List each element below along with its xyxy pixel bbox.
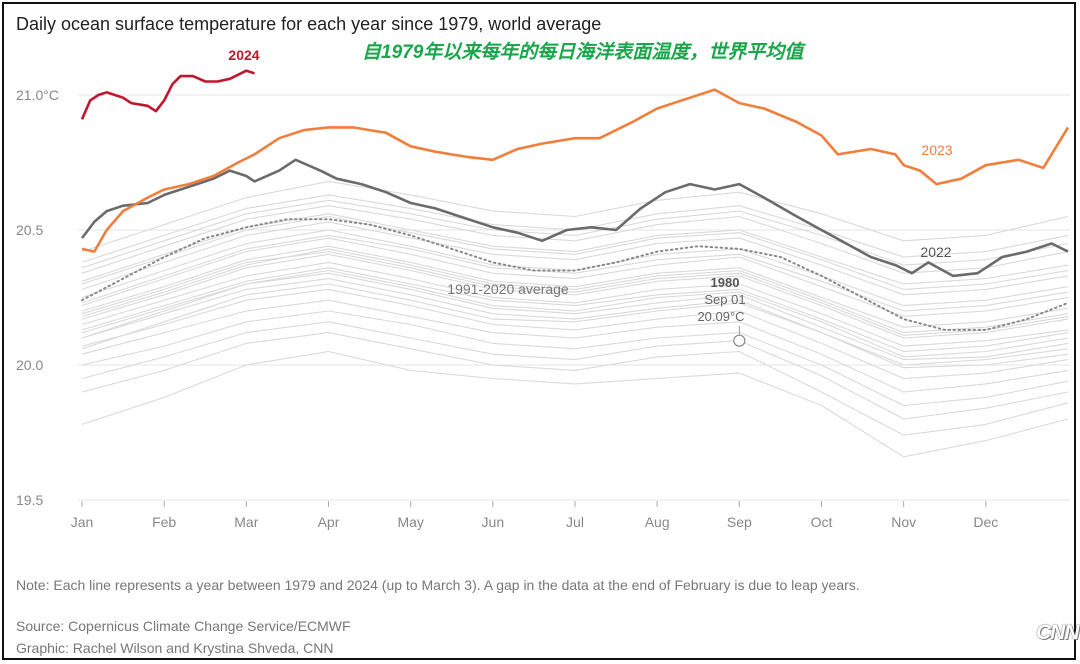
year-line-8 [81, 261, 1069, 347]
series-label-average: 1991-2020 average [447, 281, 569, 297]
year-line-6 [81, 278, 1069, 366]
series-label-2023: 2023 [921, 142, 952, 158]
x-tick-label: Nov [891, 514, 916, 530]
y-tick-label: 20.0 [16, 357, 43, 373]
series-line-2024 [80, 69, 255, 120]
x-tick-label: Mar [234, 514, 258, 530]
chinese-subtitle: 自1979年以来每年的每日海洋表面温度，世界平均值 [362, 42, 804, 63]
year-line-13 [81, 221, 1069, 296]
chart-source: Source: Copernicus Climate Change Servic… [16, 618, 351, 634]
series-label-2022: 2022 [920, 244, 951, 260]
year-line-1 [81, 332, 1069, 436]
y-tick-label: 21.0°C [16, 87, 59, 103]
series-line-2023 [81, 88, 1070, 253]
year-line-25 [81, 251, 1069, 336]
year-line-11 [81, 237, 1069, 317]
year-line-20 [81, 248, 1069, 334]
x-tick-label: Aug [645, 514, 670, 530]
year-line-2 [81, 321, 1069, 420]
x-tick-label: Oct [811, 514, 833, 530]
y-tick-label: 20.5 [16, 222, 43, 238]
year-line-9 [81, 253, 1069, 339]
year-line-0 [81, 350, 1069, 458]
year-line-5 [81, 288, 1069, 380]
callout-value: 20.09°C [697, 309, 744, 324]
year-line-19 [81, 267, 1069, 353]
x-tick-label: Apr [318, 514, 340, 530]
x-tick-label: Jan [71, 514, 94, 530]
y-tick-label: 19.5 [16, 492, 43, 508]
x-tick-label: May [397, 514, 423, 530]
x-tick-label: Jul [566, 514, 584, 530]
year-line-24 [81, 272, 1069, 361]
chart-note: Note: Each line represents a year betwee… [16, 577, 860, 593]
callout-year: 1980 [711, 275, 740, 290]
series-line-2022 [80, 158, 1069, 278]
year-line-23 [81, 199, 1069, 269]
year-line-17 [81, 180, 1069, 253]
chart-credit: Graphic: Rachel Wilson and Krystina Shve… [16, 640, 334, 656]
year-line-4 [81, 299, 1069, 393]
cnn-logo: CNN [1036, 621, 1079, 644]
year-line-18 [81, 283, 1069, 369]
series-line-average [81, 218, 1069, 331]
year-line-10 [81, 245, 1069, 328]
x-tick-label: Dec [973, 514, 998, 530]
year-line-3 [81, 310, 1069, 407]
year-line-15 [81, 205, 1069, 274]
series-label-2024: 2024 [228, 47, 259, 63]
x-tick-label: Sep [727, 514, 752, 530]
chart-title: Daily ocean surface temperature for each… [16, 14, 602, 34]
x-tick-label: Feb [152, 514, 176, 530]
x-tick-label: Jun [482, 514, 505, 530]
callout-date: Sep 01 [704, 292, 745, 307]
callout-marker [733, 334, 746, 347]
year-line-22 [81, 215, 1069, 290]
year-line-21 [81, 234, 1069, 312]
